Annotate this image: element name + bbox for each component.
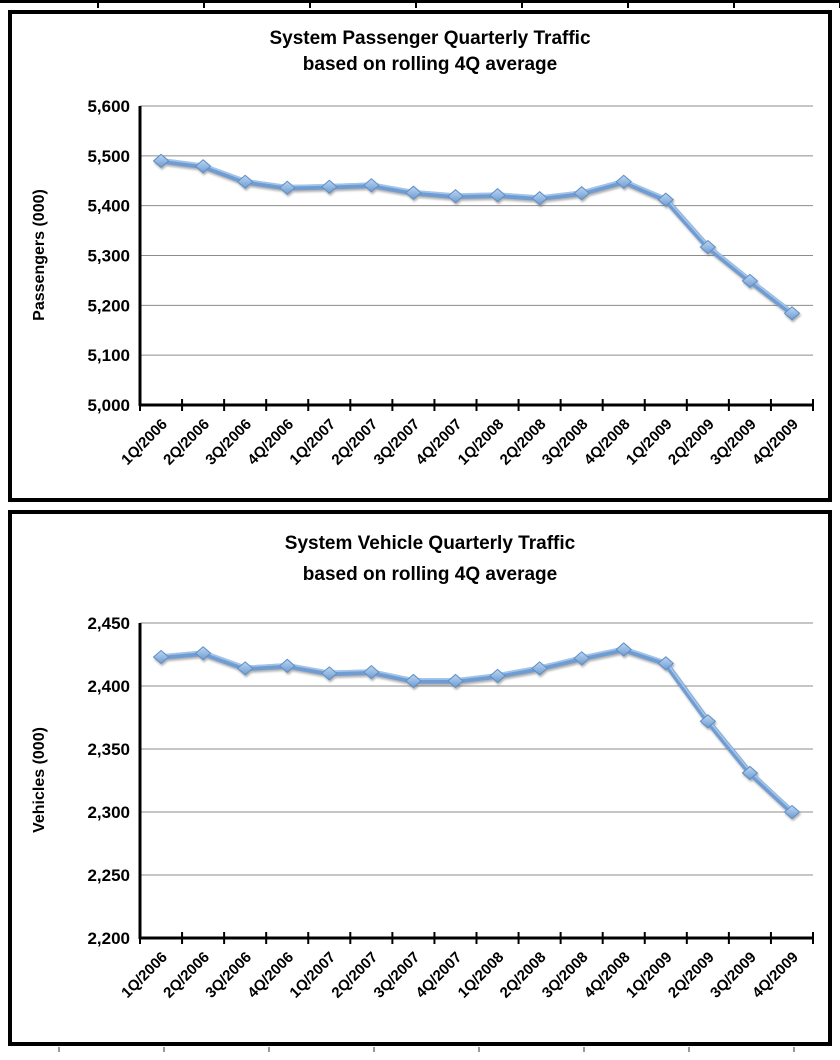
- y-tick-label: 5,500: [87, 147, 130, 166]
- y-tick-label: 5,000: [87, 396, 130, 415]
- y-tick-label: 2,200: [87, 929, 130, 948]
- data-point-marker: [615, 174, 632, 189]
- data-point-marker: [194, 159, 212, 174]
- chart-title: System Passenger Quarterly Traffic: [269, 28, 590, 49]
- data-point-marker: [405, 185, 422, 200]
- passenger-chart: System Passenger Quarterly Traffic based …: [31, 28, 814, 469]
- y-axis-title: Passengers (000): [31, 189, 48, 321]
- x-tick-label: 4Q/2009: [749, 949, 802, 1002]
- y-tick-label: 2,450: [87, 614, 130, 633]
- y-tick-label: 5,300: [87, 247, 130, 266]
- vehicle-chart-panel: System Vehicle Quarterly Traffic based on…: [8, 510, 832, 1046]
- page-bottom-tick: [688, 1047, 690, 1052]
- data-point-marker: [447, 673, 464, 689]
- data-point-marker: [657, 192, 675, 207]
- page-top-border: [0, 0, 840, 3]
- data-point-marker: [531, 191, 548, 206]
- data-point-marker: [236, 174, 254, 189]
- page-bottom-tick: [163, 1047, 165, 1052]
- chart-title: System Vehicle Quarterly Traffic: [285, 533, 576, 554]
- data-point-marker: [278, 180, 296, 195]
- page-top-tick: [203, 3, 205, 8]
- data-point-marker: [741, 273, 759, 289]
- data-series: [152, 642, 801, 820]
- data-point-marker: [194, 646, 212, 661]
- page-top-tick: [733, 3, 735, 8]
- data-point-marker: [152, 153, 170, 168]
- data-point-marker: [741, 765, 759, 781]
- y-tick-label: 2,350: [87, 740, 130, 759]
- data-point-marker: [405, 673, 422, 689]
- page-bottom-tick: [583, 1047, 585, 1052]
- page-bottom-tick: [373, 1047, 375, 1052]
- page-top-tick: [309, 3, 311, 8]
- data-point-marker: [321, 666, 338, 681]
- y-tick-label: 5,100: [87, 346, 130, 365]
- page-bottom-tick: [268, 1047, 270, 1052]
- page-top-tick: [97, 3, 99, 8]
- data-point-marker: [321, 179, 338, 194]
- x-tick-label: 4Q/2009: [749, 416, 802, 469]
- page-top-tick: [521, 3, 523, 8]
- y-tick-label: 2,250: [87, 866, 130, 885]
- page-bottom-tick: [793, 1047, 795, 1052]
- data-point-marker: [363, 178, 380, 193]
- data-point-marker: [657, 656, 675, 671]
- y-tick-label: 5,600: [87, 97, 130, 116]
- data-point-marker: [531, 661, 548, 676]
- data-point-marker: [783, 804, 801, 820]
- data-point-marker: [699, 239, 717, 255]
- data-point-marker: [363, 664, 380, 680]
- series-line-highlight: [160, 646, 793, 811]
- page-top-tick: [415, 3, 417, 8]
- passenger-chart-panel: System Passenger Quarterly Traffic based …: [8, 10, 832, 502]
- data-point-marker: [783, 306, 801, 321]
- chart-subtitle: based on rolling 4Q average: [303, 54, 557, 75]
- y-tick-label: 5,400: [87, 197, 130, 216]
- vehicle-chart: System Vehicle Quarterly Traffic based on…: [31, 533, 814, 1002]
- data-point-marker: [152, 649, 170, 665]
- y-tick-label: 2,400: [87, 677, 130, 696]
- data-point-marker: [489, 188, 506, 203]
- y-tick-label: 5,200: [87, 296, 130, 315]
- data-point-marker: [615, 642, 632, 657]
- data-point-marker: [573, 651, 590, 666]
- data-point-marker: [573, 186, 590, 201]
- page-bottom-tick: [58, 1047, 60, 1052]
- y-axis-title: Vehicles (000): [31, 727, 48, 833]
- series-line: [158, 646, 795, 815]
- data-point-marker: [489, 668, 506, 684]
- data-point-marker: [236, 661, 254, 676]
- series-line: [158, 158, 795, 317]
- page-top-tick: [627, 3, 629, 8]
- data-point-marker: [699, 714, 717, 729]
- data-point-marker: [447, 189, 464, 204]
- page-bottom-tick: [478, 1047, 480, 1052]
- data-point-marker: [278, 658, 296, 674]
- chart-subtitle: based on rolling 4Q average: [303, 564, 557, 585]
- series-line-highlight: [160, 157, 793, 313]
- y-tick-label: 2,300: [87, 803, 130, 822]
- data-series: [152, 153, 801, 321]
